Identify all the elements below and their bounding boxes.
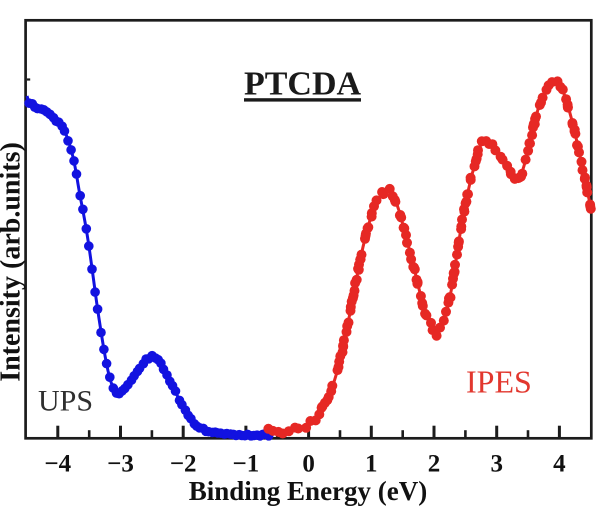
svg-text:Intensity (arb.units): Intensity (arb.units) (0, 142, 27, 382)
svg-text:IPES: IPES (466, 364, 532, 400)
svg-text:PTCDA: PTCDA (244, 66, 362, 103)
svg-text:3: 3 (490, 451, 503, 478)
svg-text:0: 0 (302, 451, 315, 478)
svg-text:−1: −1 (233, 451, 260, 478)
svg-text:2: 2 (428, 451, 441, 478)
svg-text:1: 1 (365, 451, 378, 478)
svg-text:−3: −3 (107, 451, 134, 478)
svg-text:Binding Energy (eV): Binding Energy (eV) (189, 476, 428, 506)
svg-text:4: 4 (553, 451, 566, 478)
svg-text:−4: −4 (44, 451, 71, 478)
svg-text:UPS: UPS (38, 385, 93, 418)
svg-text:−2: −2 (170, 451, 197, 478)
